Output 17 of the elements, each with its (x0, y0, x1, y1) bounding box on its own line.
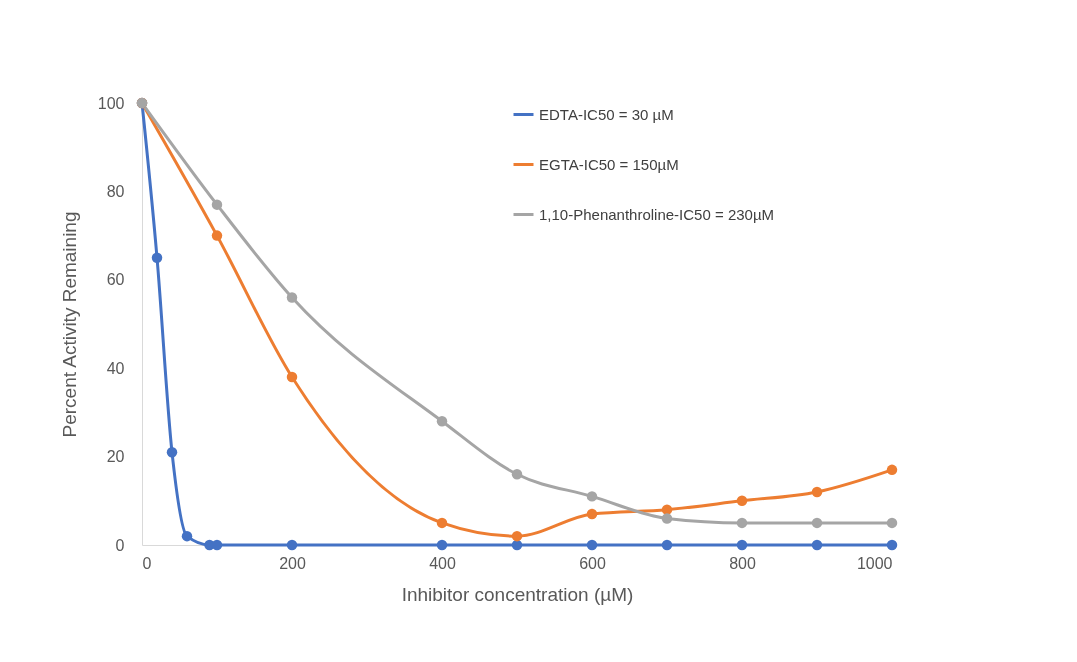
legend-label: EDTA-IC50 = 30 µM (539, 105, 674, 123)
y-tick-label: 20 (106, 448, 125, 466)
x-tick-label: 600 (579, 554, 606, 572)
x-axis-title: Inhibitor concentration (µM) (401, 583, 634, 605)
x-tick-label: 200 (279, 554, 306, 572)
y-axis-title: Percent Activity Remaining (58, 211, 80, 438)
legend-label: 1,10-Phenanthroline-IC50 = 230µM (539, 205, 775, 223)
x-tick-label: 1000 (856, 554, 893, 572)
x-tick-label: 800 (729, 554, 756, 572)
legend-label: EGTA-IC50 = 150µM (539, 155, 679, 173)
y-tick-label: 100 (97, 94, 125, 112)
y-tick-label: 0 (115, 536, 125, 554)
x-tick-label: 400 (429, 554, 456, 572)
y-tick-label: 80 (106, 182, 125, 200)
y-tick-label: 40 (106, 359, 125, 377)
x-tick-label: 0 (142, 554, 152, 572)
y-tick-label: 60 (106, 271, 125, 289)
